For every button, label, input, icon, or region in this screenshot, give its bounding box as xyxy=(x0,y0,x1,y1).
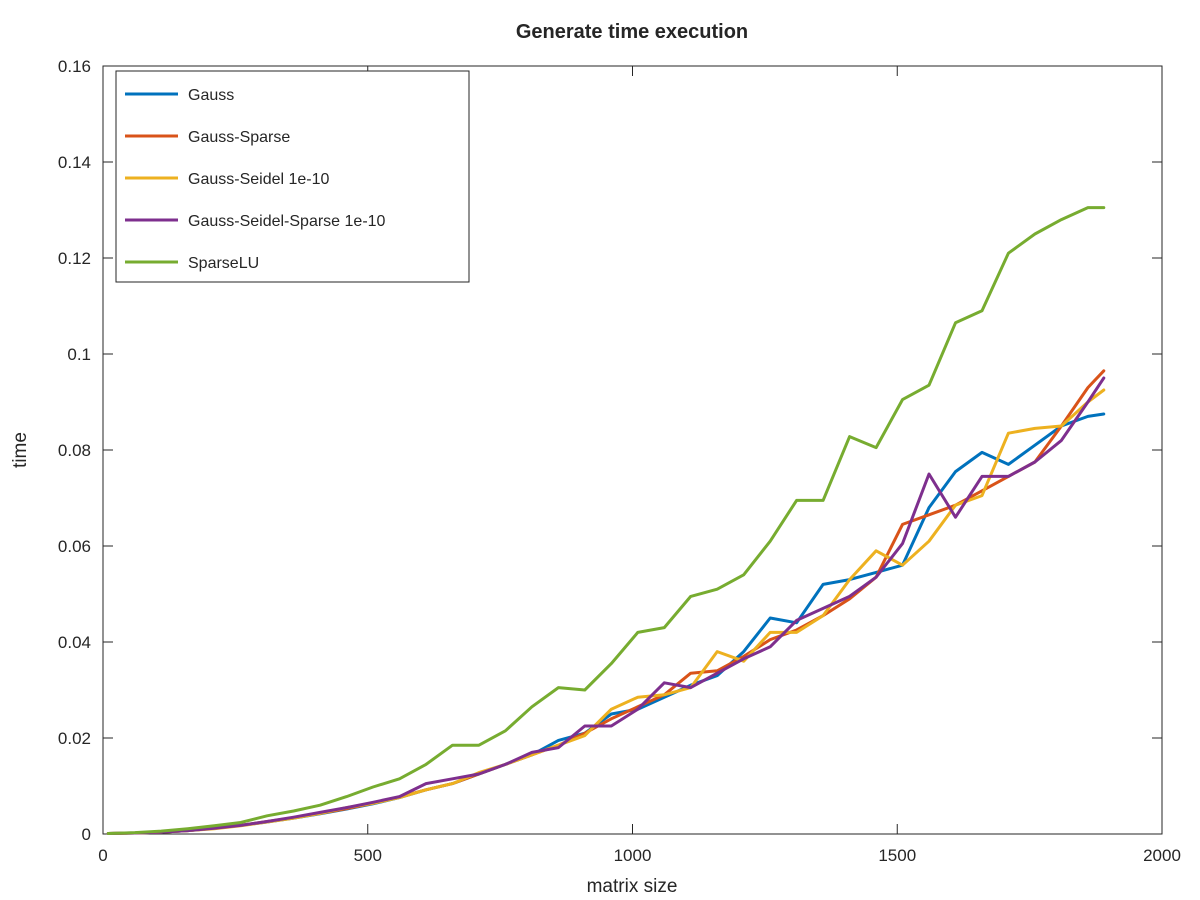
series-lines xyxy=(106,206,1106,835)
legend-label-gauss-sparse: Gauss-Sparse xyxy=(188,129,290,146)
y-tick-label: 0.06 xyxy=(58,537,91,556)
y-tick-label: 0.08 xyxy=(58,441,91,460)
series-line-gauss-seidel-sparse-1e-10 xyxy=(106,376,1106,835)
y-tick-label: 0.16 xyxy=(58,57,91,76)
legend-label-gauss: Gauss xyxy=(188,87,234,104)
x-tick-label: 2000 xyxy=(1143,846,1181,865)
tick-marks: 0 500 1000 1500 2000 0 0.02 0.04 0.06 0.08 0.1 0.12… xyxy=(58,57,1181,865)
y-tick-label: 0 xyxy=(82,825,91,844)
series-line-sparselu xyxy=(106,206,1106,835)
x-tick-label: 500 xyxy=(354,846,382,865)
legend-items: Gauss Gauss-Sparse Gauss-Seidel 1e-10 Gauss… xyxy=(125,87,386,272)
y-axis-label: time xyxy=(10,432,31,468)
chart-title: Generate time execution xyxy=(516,21,748,43)
y-tick-label: 0.12 xyxy=(58,249,91,268)
x-tick-label: 1500 xyxy=(878,846,916,865)
x-axis-label: matrix size xyxy=(587,876,678,897)
x-tick-label: 0 xyxy=(98,846,107,865)
y-tick-label: 0.1 xyxy=(67,345,91,364)
y-tick-label: 0.04 xyxy=(58,633,91,652)
legend-label-gauss-seidel-1e-10: Gauss-Seidel 1e-10 xyxy=(188,171,330,188)
legend-label-sparselu: SparseLU xyxy=(188,255,259,272)
legend: Gauss Gauss-Sparse Gauss-Seidel 1e-10 Gauss… xyxy=(115,70,470,283)
y-tick-label: 0.02 xyxy=(58,729,91,748)
y-tick-label: 0.14 xyxy=(58,153,91,172)
x-tick-label: 1000 xyxy=(614,846,652,865)
legend-label-gauss-seidel-sparse-1e-10: Gauss-Seidel-Sparse 1e-10 xyxy=(188,213,386,230)
